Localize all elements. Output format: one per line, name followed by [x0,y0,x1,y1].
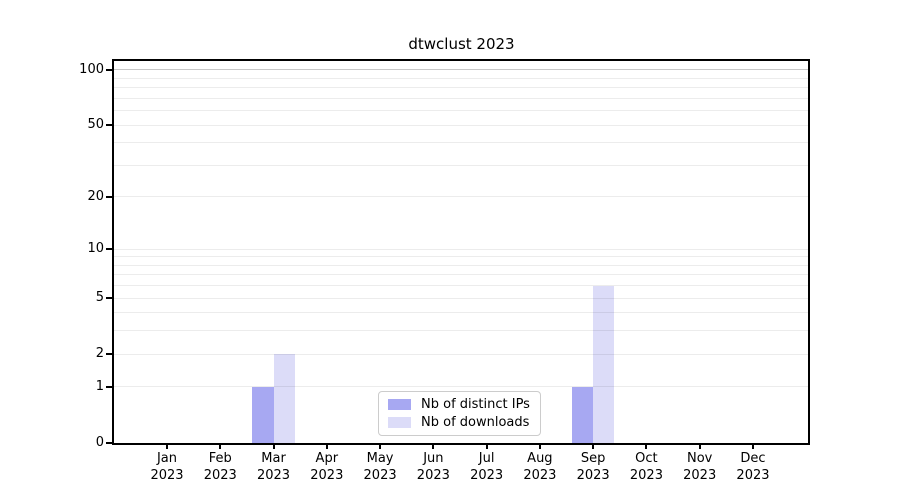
x-tick-year: 2023 [736,467,770,483]
y-tick-mark-100 [106,68,113,71]
x-tick-mark-feb [219,445,222,449]
x-tick-mark-nov [698,445,701,449]
y-tick-label-1: 1 [95,378,104,394]
x-tick-label-oct: Oct 2023 [606,451,686,484]
gridline-y-60 [113,110,810,112]
x-tick-year: 2023 [256,467,291,483]
x-tick-year: 2023 [523,467,557,483]
x-tick-year: 2023 [416,467,450,483]
y-tick-label-50: 50 [87,117,104,133]
y-tick-mark-0 [106,442,113,444]
x-tick-year: 2023 [363,467,397,483]
x-tick-year: 2023 [576,467,610,483]
x-tick-label-dec: Dec 2023 [713,451,793,484]
x-tick-label-apr: Apr 2023 [287,451,367,484]
gridline-y-30 [113,164,810,166]
y-tick-mark-20 [106,195,113,198]
y-tick-label-100: 100 [79,61,104,77]
y-tick-mark-1 [106,385,113,388]
legend-swatch-distinct-ips [388,399,411,410]
y-tick-label-2: 2 [95,346,104,362]
gridline-y-8 [113,264,810,266]
x-tick-year: 2023 [683,467,717,483]
x-tick-year: 2023 [470,467,504,483]
x-tick-mark-aug [538,445,541,449]
x-tick-mark-oct [645,445,648,449]
x-tick-mark-dec [751,445,754,449]
x-tick-label-jan: Jan 2023 [127,451,207,484]
bar-distinct-ips-mar [252,386,274,443]
y-tick-mark-10 [106,248,113,251]
gridline-y-4 [113,312,810,314]
gridline-y-20 [113,196,810,198]
x-tick-mark-apr [325,445,328,449]
gridline-y-10 [113,248,810,250]
legend-label-downloads: Nb of downloads [421,415,530,430]
x-tick-mark-sep [592,445,595,449]
legend-swatch-downloads [388,417,411,428]
x-tick-label-mar: Mar 2023 [234,451,314,484]
x-tick-label-jun: Jun 2023 [393,451,473,484]
x-tick-year: 2023 [310,467,344,483]
gridline-y-2 [113,353,810,355]
bar-downloads-mar [273,354,295,443]
legend-item-distinct-ips: Nb of distinct IPs [388,397,530,412]
legend: Nb of distinct IPs Nb of downloads [378,391,541,436]
x-tick-label-sep: Sep 2023 [553,451,633,484]
gridline-y-70 [113,97,810,99]
y-tick-mark-50 [106,124,113,127]
y-tick-label-10: 10 [87,241,104,257]
chart-title: dtwclust 2023 [408,35,515,53]
y-tick-label-5: 5 [95,290,104,306]
x-tick-mark-jun [432,445,435,449]
x-tick-label-feb: Feb 2023 [180,451,260,484]
x-tick-year: 2023 [150,467,184,483]
bar-downloads-sep [593,285,615,443]
x-tick-mark-jan [166,445,168,449]
gridline-y-6 [113,285,810,287]
gridline-y-100 [113,69,810,71]
x-tick-label-may: May 2023 [340,451,420,484]
y-tick-label-0: 0 [95,435,104,450]
x-tick-label-jul: Jul 2023 [447,451,527,484]
x-tick-label-nov: Nov 2023 [660,451,740,484]
gridline-y-1 [113,386,810,388]
gridline-y-5 [113,297,810,299]
legend-label-distinct-ips: Nb of distinct IPs [421,397,530,412]
gridline-y-3 [113,330,810,332]
x-tick-mark-mar [272,445,275,449]
gridline-y-90 [113,77,810,79]
x-tick-label-aug: Aug 2023 [500,451,580,484]
gridline-y-80 [113,87,810,89]
gridline-y-50 [113,124,810,126]
gridline-y-9 [113,256,810,258]
y-tick-mark-2 [106,353,113,356]
x-tick-mark-may [379,445,382,449]
y-tick-label-20: 20 [87,188,104,204]
x-tick-year: 2023 [203,467,237,483]
legend-item-downloads: Nb of downloads [388,415,530,430]
x-tick-year: 2023 [629,467,663,483]
x-tick-mark-jul [485,445,488,449]
gridline-y-7 [113,274,810,276]
bar-distinct-ips-sep [571,386,594,443]
gridline-y-40 [113,142,810,144]
y-tick-mark-5 [106,297,113,300]
